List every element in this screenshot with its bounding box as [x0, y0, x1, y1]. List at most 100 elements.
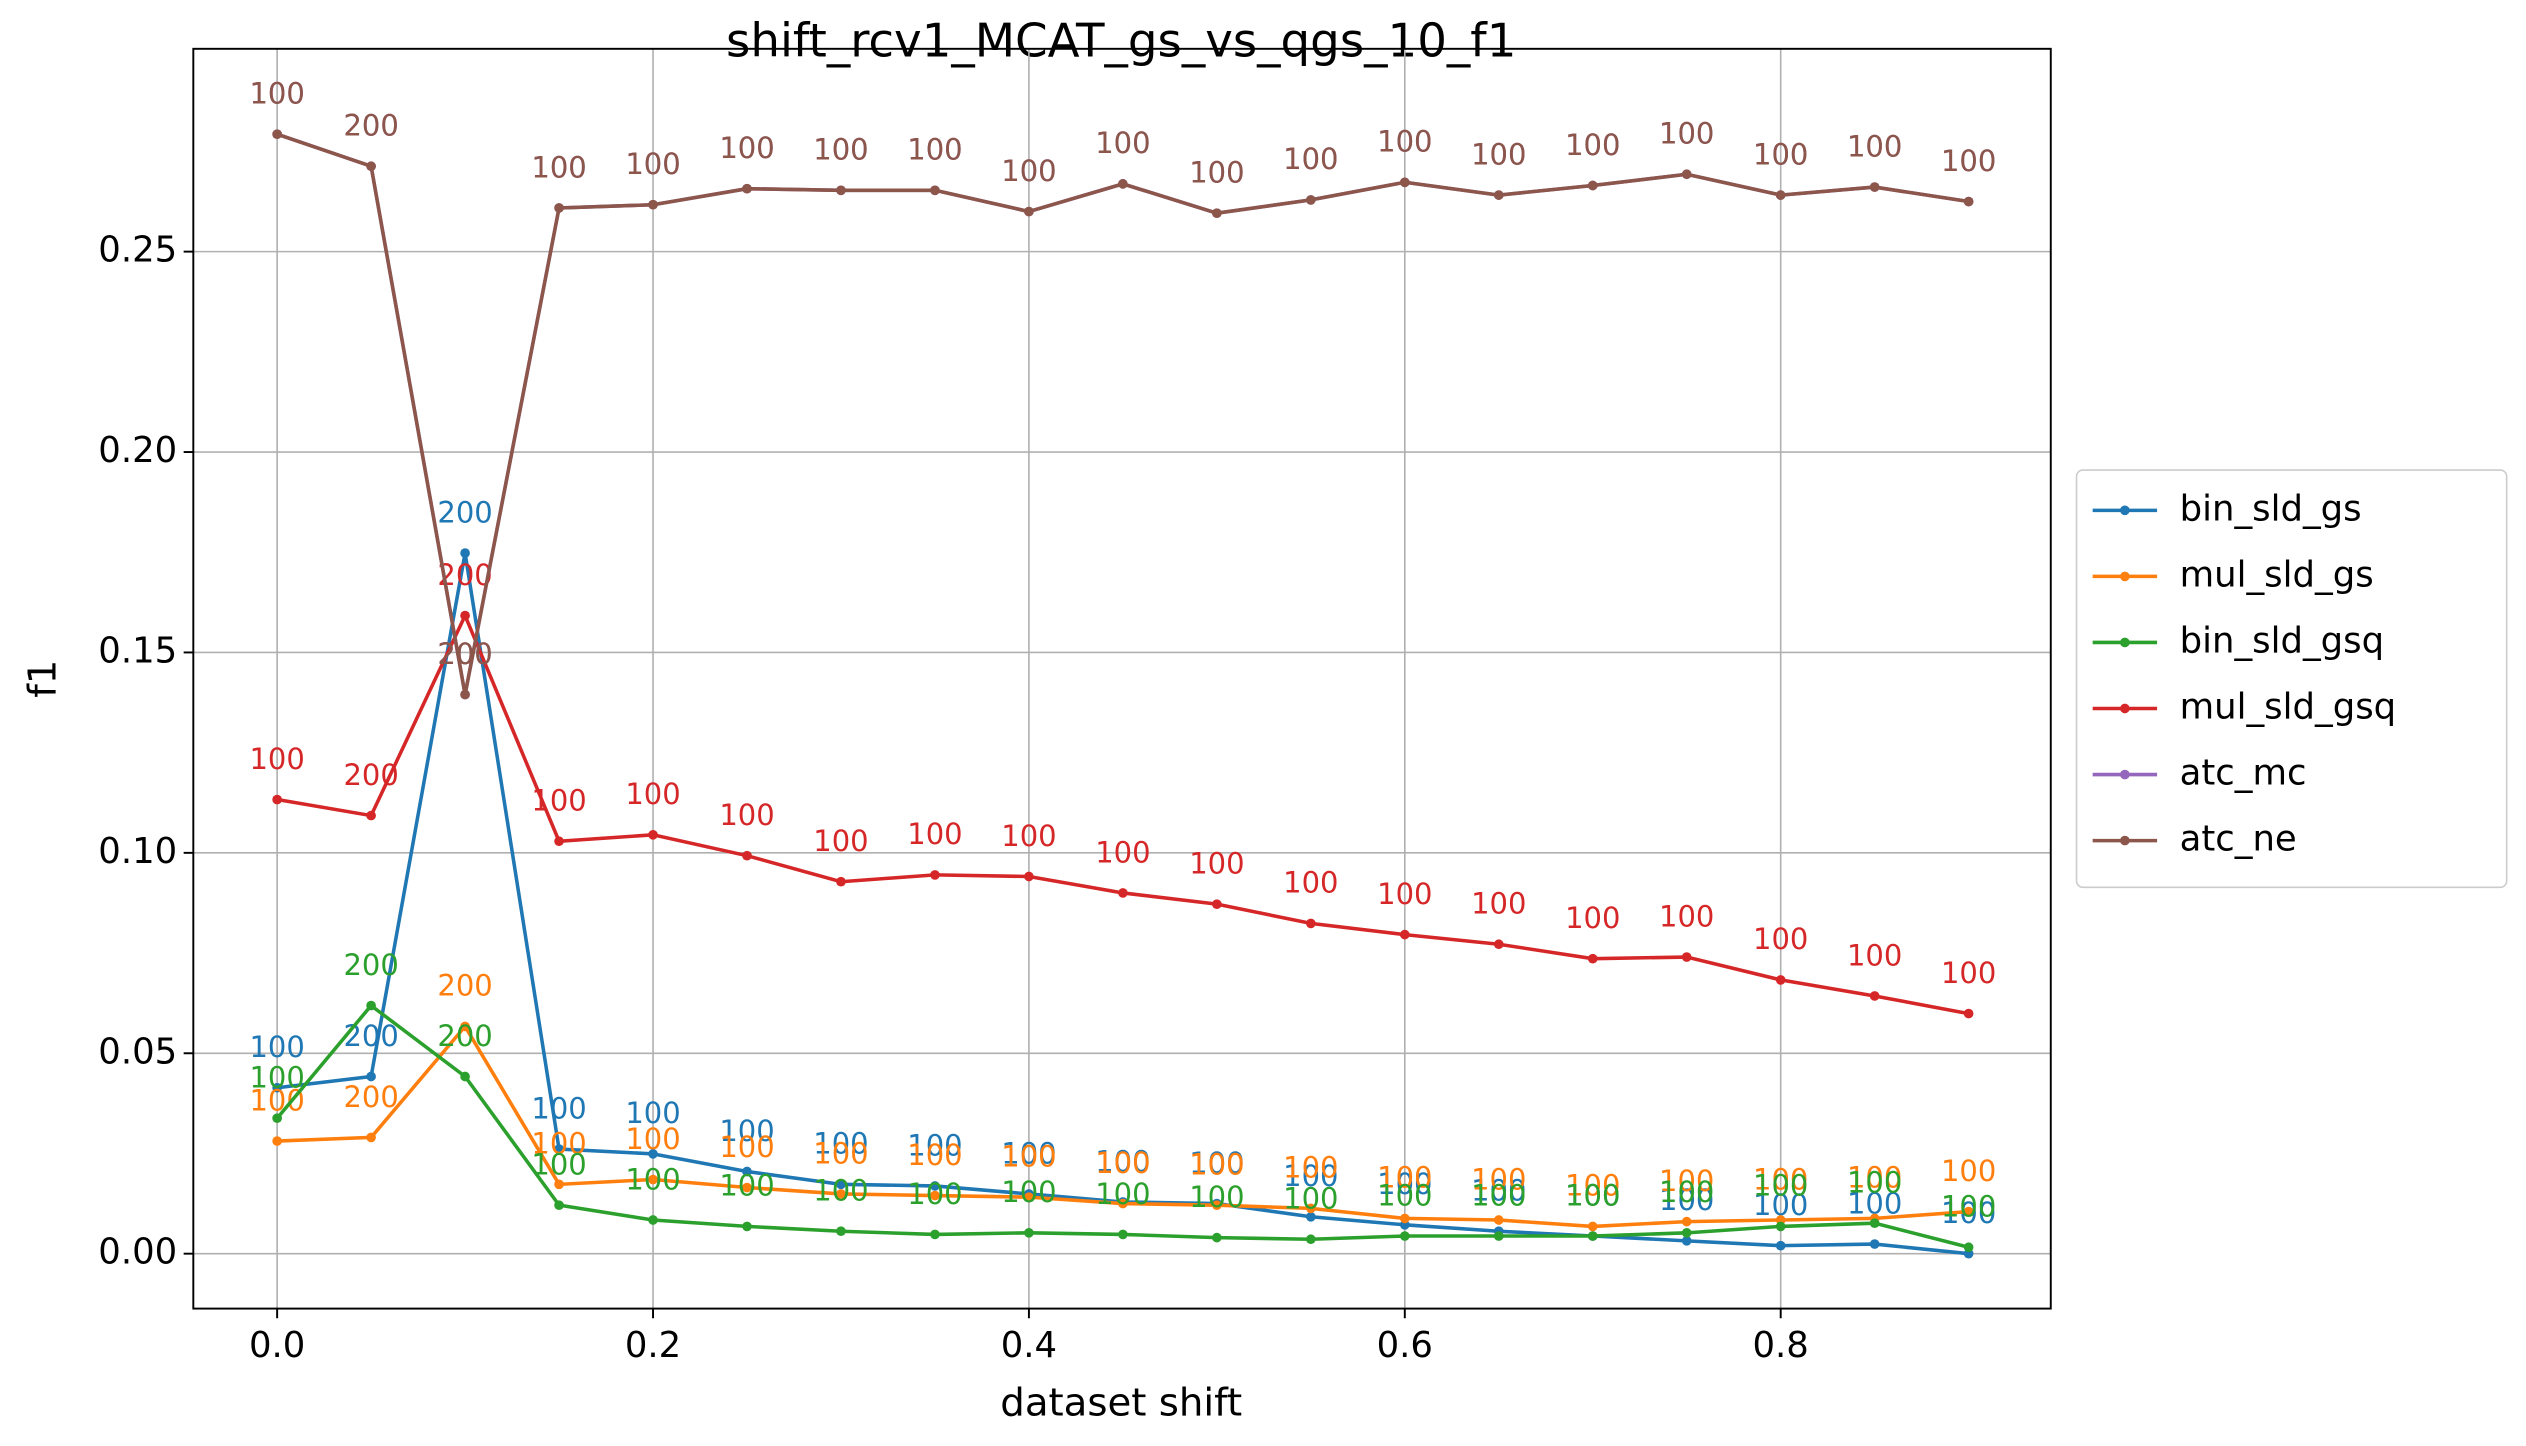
legend-marker [2120, 835, 2130, 846]
data-point [1118, 179, 1128, 189]
count-label: 100 [719, 1130, 774, 1164]
count-label: 100 [1001, 819, 1056, 853]
count-label: 100 [907, 133, 962, 167]
count-label: 100 [249, 77, 304, 111]
count-label: 100 [1471, 887, 1526, 921]
y-tick-label: 0.10 [98, 831, 177, 872]
y-axis-label: f1 [21, 660, 66, 698]
count-label: 100 [1471, 137, 1526, 171]
data-point [1963, 1008, 1974, 1019]
count-label: 100 [1189, 846, 1244, 880]
count-label: 100 [1095, 1144, 1150, 1178]
count-label: 100 [1565, 901, 1620, 935]
data-point [1775, 975, 1786, 985]
count-label: 100 [1565, 128, 1620, 162]
data-point [742, 850, 752, 861]
y-tick-label: 0.25 [98, 230, 177, 271]
data-point [1118, 1229, 1128, 1240]
count-label: 100 [625, 1096, 680, 1130]
data-point [930, 185, 940, 196]
data-point [1493, 939, 1504, 950]
data-point [1587, 953, 1598, 964]
count-label: 100 [907, 1128, 962, 1162]
legend-marker [2120, 637, 2130, 648]
data-point [1399, 929, 1410, 940]
data-point [460, 548, 470, 558]
data-point [742, 1221, 752, 1232]
count-label: 100 [1565, 128, 1620, 162]
data-point [1681, 1236, 1692, 1246]
count-label: 200 [437, 637, 492, 671]
data-point [1024, 1227, 1034, 1238]
count-label: 100 [531, 150, 586, 184]
data-point [1869, 1218, 1880, 1229]
legend-label: bin_sld_gs [2180, 488, 2362, 529]
data-point [1399, 177, 1410, 188]
count-label: 100 [1189, 1180, 1244, 1214]
count-label: 100 [1471, 1162, 1526, 1196]
data-point [460, 689, 470, 700]
data-point [272, 1136, 282, 1146]
data-point [1775, 1221, 1786, 1232]
count-label: 100 [1095, 1177, 1150, 1211]
data-point [930, 1190, 940, 1201]
data-point [1963, 1242, 1974, 1253]
count-label: 100 [1941, 144, 1996, 178]
count-label: 100 [1941, 956, 1996, 990]
series-line [276, 132, 1969, 695]
count-label: 100 [1847, 129, 1902, 163]
x-tick-label: 0.0 [249, 1325, 305, 1366]
data-point [648, 1215, 658, 1225]
data-point [272, 1082, 282, 1093]
count-label: 100 [719, 798, 774, 832]
count-label: 100 [249, 742, 304, 776]
legend-marker [2120, 703, 2130, 714]
data-point [836, 1226, 846, 1237]
data-point [1869, 991, 1880, 1001]
count-label: 100 [1095, 835, 1150, 869]
count-label: 100 [1189, 155, 1244, 189]
data-point [1305, 195, 1316, 205]
count-label: 200 [437, 495, 492, 529]
count-label: 100 [1753, 1169, 1808, 1203]
data-point [1775, 190, 1786, 200]
count-label: 200 [343, 1080, 398, 1114]
data-point [1587, 180, 1598, 191]
count-label: 200 [343, 109, 398, 143]
count-label: 100 [249, 1061, 304, 1095]
count-label: 100 [1847, 1161, 1902, 1195]
data-point [366, 1071, 376, 1082]
count-label: 100 [813, 824, 868, 858]
count-label: 100 [907, 817, 962, 851]
legend-marker [2120, 769, 2130, 780]
data-point [648, 1174, 658, 1185]
data-point [460, 1021, 470, 1032]
data-point [836, 1189, 846, 1199]
data-point [1587, 1221, 1598, 1232]
legend-label: mul_sld_gsq [2180, 687, 2397, 728]
count-label: 100 [1941, 144, 1996, 178]
data-point [1775, 1240, 1786, 1251]
plot-frame [192, 47, 2052, 1310]
count-label: 200 [437, 637, 492, 671]
count-label: 200 [343, 1019, 398, 1053]
count-label: 100 [719, 131, 774, 165]
count-label: 100 [1001, 1136, 1056, 1170]
count-label: 100 [1001, 1139, 1056, 1173]
data-point [648, 199, 658, 210]
count-label: 100 [813, 133, 868, 167]
data-point [366, 161, 376, 172]
x-tick-label: 0.4 [1001, 1325, 1057, 1366]
count-label: 100 [1095, 126, 1150, 160]
count-label: 100 [1659, 1164, 1714, 1198]
count-label: 100 [813, 1174, 868, 1208]
count-label: 200 [343, 948, 398, 982]
count-label: 200 [437, 969, 492, 1003]
data-point [1305, 918, 1316, 929]
data-point [1305, 1211, 1316, 1222]
count-label: 100 [1001, 154, 1056, 188]
count-label: 100 [1753, 137, 1808, 171]
y-tick-label: 0.15 [98, 630, 177, 671]
data-point [1024, 1192, 1034, 1202]
count-label: 100 [1001, 1175, 1056, 1209]
